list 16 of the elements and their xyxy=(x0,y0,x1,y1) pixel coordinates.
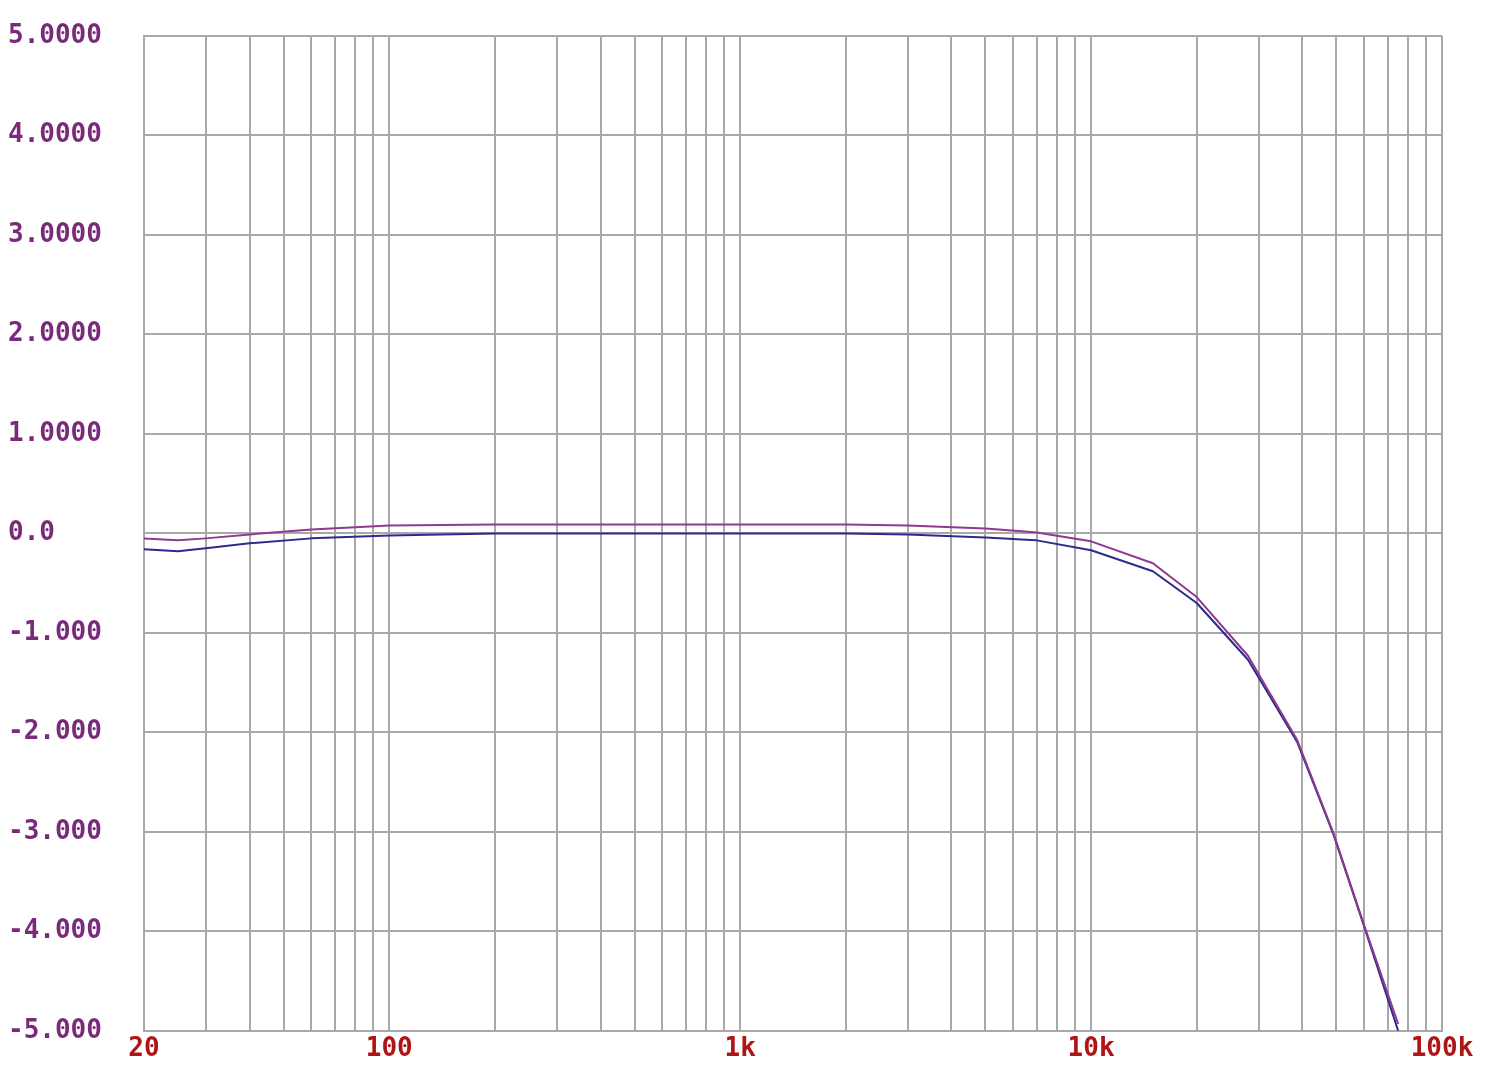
x-tick-label: 100 xyxy=(365,1032,413,1063)
y-tick-label: 5.0000 xyxy=(8,18,102,49)
y-tick-label: -2.000 xyxy=(8,715,102,746)
y-tick-label: 0.0 xyxy=(8,516,55,547)
x-tick-label: 1k xyxy=(724,1032,757,1063)
y-tick-label: -3.000 xyxy=(8,814,102,845)
y-tick-label: -1.000 xyxy=(8,615,102,646)
x-tick-label: 20 xyxy=(128,1032,160,1063)
y-tick-label: 2.0000 xyxy=(8,317,102,348)
y-tick-label: 1.0000 xyxy=(8,416,102,447)
y-tick-label: 4.0000 xyxy=(8,118,102,149)
y-tick-label: -5.000 xyxy=(8,1013,102,1044)
y-tick-label: -4.000 xyxy=(8,914,102,945)
x-tick-label: 10k xyxy=(1067,1032,1115,1063)
x-tick-label: 100k xyxy=(1410,1032,1474,1063)
y-tick-label: 3.0000 xyxy=(8,217,102,248)
